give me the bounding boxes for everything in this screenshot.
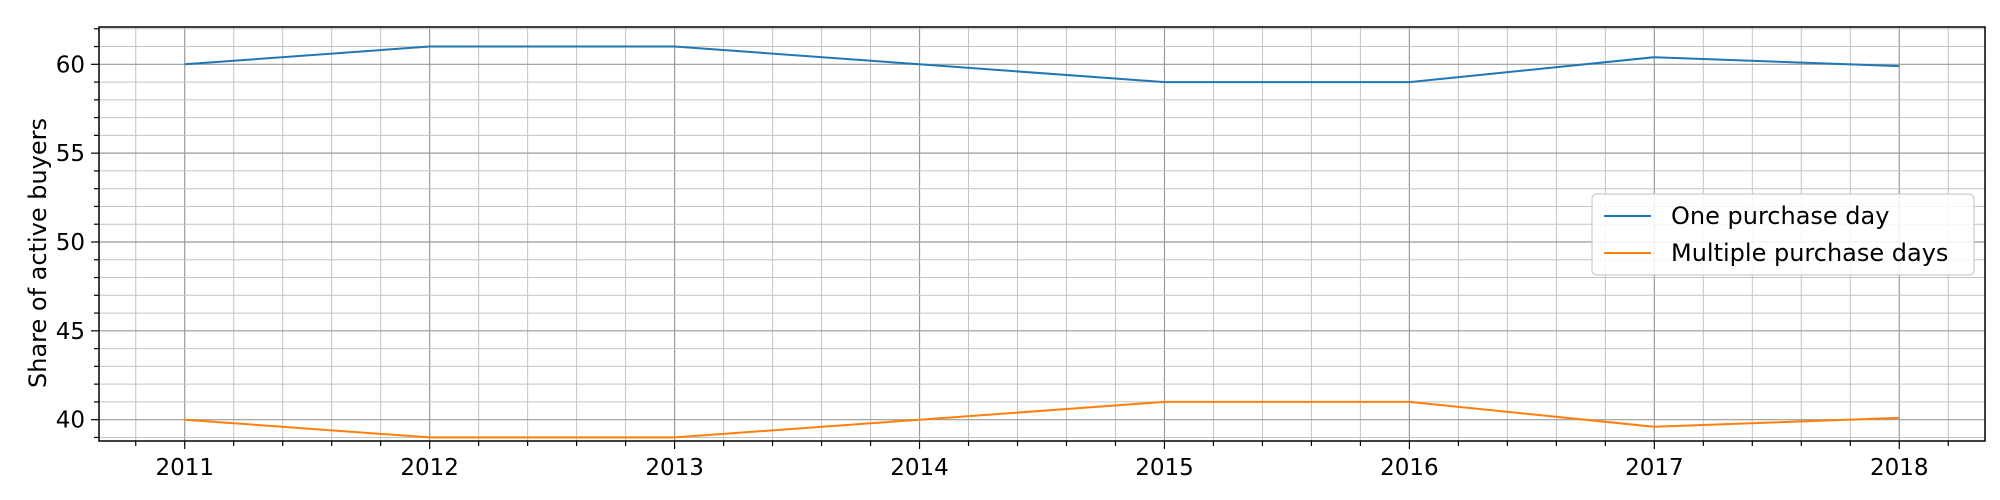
- x-tick-label: 2016: [1380, 455, 1439, 481]
- x-tick-label: 2012: [400, 455, 459, 481]
- plot-frame: [98, 26, 1986, 442]
- series-line-1: [184, 45, 1900, 84]
- x-axis-tick-labels: 2011 2012 2013 2014 2015 2016 2017 2018: [155, 455, 1928, 481]
- y-tick-label: 60: [56, 52, 85, 78]
- y-axis-tick-labels: 40 45 50 55 60: [56, 52, 85, 433]
- x-tick-label: 2011: [155, 455, 214, 481]
- y-tick-label: 55: [56, 141, 85, 167]
- legend: One purchase day Multiple purchase days: [1591, 193, 1975, 276]
- y-tick-label: 45: [56, 319, 85, 345]
- axis-ticks: [91, 28, 1949, 449]
- x-tick-label: 2014: [890, 455, 949, 481]
- series-lines: [184, 45, 1900, 439]
- x-tick-label: 2013: [645, 455, 704, 481]
- series-line-2: [184, 400, 1900, 439]
- y-axis-label: Share of active buyers: [24, 118, 52, 388]
- y-tick-label: 40: [56, 408, 85, 434]
- y-tick-label: 50: [56, 230, 85, 256]
- grid-lines: [99, 27, 1985, 441]
- legend-label-2: Multiple purchase days: [1671, 239, 1948, 267]
- x-tick-label: 2017: [1625, 455, 1684, 481]
- legend-label-1: One purchase day: [1671, 202, 1889, 230]
- legend-box: [1591, 193, 1975, 276]
- x-tick-label: 2018: [1870, 455, 1929, 481]
- x-tick-label: 2015: [1135, 455, 1194, 481]
